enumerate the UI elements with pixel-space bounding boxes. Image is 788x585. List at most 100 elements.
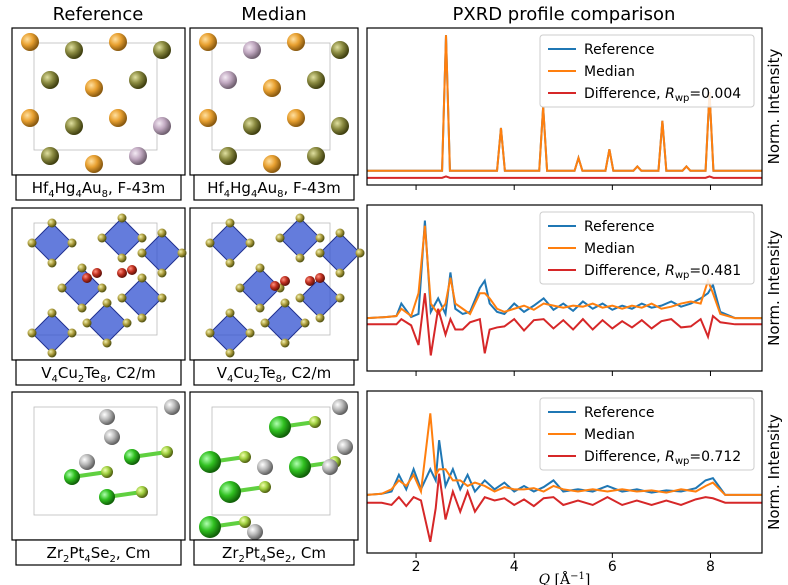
atom [309,416,321,428]
label-part: Pt [69,544,84,562]
atom [77,303,87,313]
structure-label: Zr2Pt4Se2, Cm [222,544,326,565]
atom [109,33,127,51]
y-axis-label: Norm. Intensity [765,414,783,530]
atom [225,258,235,268]
atom [289,456,311,478]
atom [109,109,127,127]
atom [331,117,349,135]
label-box [15,539,182,566]
label-part: , C2/m [107,364,156,382]
atom [255,303,265,313]
atom [199,33,217,51]
label-part: =0.004 [689,86,741,102]
atom [263,79,281,97]
y-axis-label: Norm. Intensity [765,230,783,346]
label-part: ] [585,572,590,585]
atom [64,469,80,485]
atom [287,109,305,127]
atom [225,348,235,358]
legend-label: Reference [584,42,655,58]
label-part: Hf [32,179,49,197]
label-part: Difference, [584,263,665,279]
label-part: Se [266,544,285,562]
atom [99,409,115,425]
x-tick-label: 2 [412,559,421,575]
atom [295,213,305,223]
atom [117,253,127,263]
x-tick-label: 8 [706,559,715,575]
atom [99,489,115,505]
atom [335,228,345,238]
label-part: 2 [63,554,69,565]
atom [47,258,57,268]
x-tick-label: 6 [608,559,617,575]
atom [260,318,270,328]
atom [67,238,77,248]
atom [77,263,87,273]
atom [47,308,57,318]
atom [269,416,291,438]
legend-label: Median [584,64,635,80]
atom [164,399,180,415]
label-part: Difference, [584,86,665,102]
atom [57,283,67,293]
atom [153,41,171,59]
atom [129,147,147,165]
atom [177,248,187,258]
label-part: Te [259,364,276,382]
atom [332,399,348,415]
atom [239,451,251,463]
label-part: =0.481 [689,263,741,279]
column-title: PXRD profile comparison [453,4,676,25]
column-title: Median [241,4,306,25]
structure-panel: Hf4Hg4Au8, F-43m [11,27,186,201]
atom [27,328,37,338]
y-axis-label: Norm. Intensity [765,49,783,165]
atom [331,41,349,59]
atom [27,238,37,248]
structure-panel: Zr2Pt4Se2, Cm [11,391,186,566]
atom [137,248,147,258]
chart: 2 4 6 8 Q [Å−1] Norm. Intensity Reference Media… [366,390,783,585]
atom [137,273,147,283]
atom [315,273,325,283]
atom [300,318,310,328]
atom [275,233,285,243]
label-part: Hg [230,179,251,197]
atom [243,117,261,135]
label-part: , Cm [291,544,326,562]
atom [157,268,167,278]
label-part: R [665,263,675,279]
series-line [367,220,762,320]
atom [122,318,132,328]
atom [79,454,95,470]
label-part: 4 [84,554,90,565]
label-part: Zr [47,544,64,562]
column-title: Reference [53,4,144,25]
atom [137,313,147,323]
atom [82,273,92,283]
atom [127,265,137,275]
label-part: 4 [227,374,233,385]
atom [247,524,263,540]
atom [137,233,147,243]
axes-frame [366,27,763,186]
atom [47,348,57,358]
label-part: wp [675,456,690,467]
atom [205,328,215,338]
atom [315,313,325,323]
legend-box [539,211,755,285]
atom [65,41,83,59]
label-part: Hf [207,179,224,197]
label-part: wp [675,270,690,281]
label-part: Se [91,544,110,562]
legend-label: Difference, Rwp=0.712 [584,449,741,467]
cell-outline [33,222,158,336]
atom [280,276,290,286]
atom [315,233,325,243]
label-part: Pt [245,544,260,562]
label-part: Zr [222,544,239,562]
label-part: Au [82,179,102,197]
